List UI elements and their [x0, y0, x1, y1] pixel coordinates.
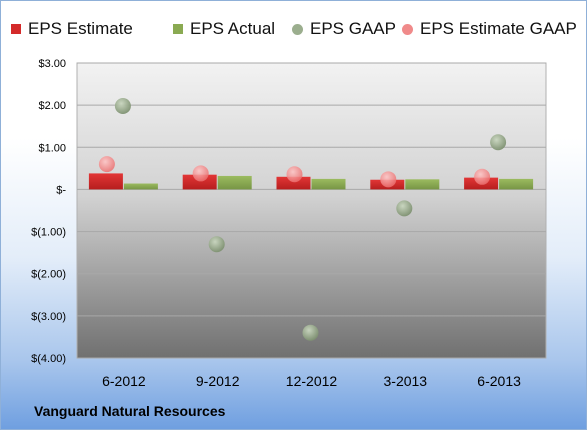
y-tick-label: $1.00: [38, 142, 66, 154]
legend-swatch-eps-estimate: [11, 24, 21, 34]
bar-eps-estimate: [182, 174, 217, 190]
x-tick-label: 6-2013: [477, 373, 521, 389]
legend-item-eps-actual: EPS Actual: [173, 17, 275, 41]
y-tick-label: $2.00: [38, 100, 66, 112]
legend-label-eps-actual: EPS Actual: [190, 19, 276, 38]
y-tick-label: $(2.00): [31, 269, 66, 281]
point-eps-estimate-gaap: [192, 165, 209, 182]
y-tick-label: $(1.00): [31, 227, 66, 239]
legend-label-eps-estimate-gaap: EPS Estimate GAAP: [420, 19, 577, 38]
company-name: Vanguard Natural Resources: [34, 403, 226, 419]
point-eps-estimate-gaap: [380, 171, 397, 188]
legend-label-eps-estimate: EPS Estimate: [28, 19, 133, 38]
legend-item-eps-gaap: EPS GAAP: [292, 17, 396, 41]
chart-marks: [88, 97, 534, 341]
bar-eps-actual: [217, 175, 252, 190]
x-tick-label: 3-2013: [384, 373, 428, 389]
point-eps-estimate-gaap: [286, 166, 303, 183]
point-eps-gaap: [302, 324, 319, 341]
y-tick-label: $3.00: [38, 58, 66, 70]
x-tick-label: 9-2012: [196, 373, 240, 389]
legend-swatch-eps-estimate-gaap: [402, 23, 413, 35]
point-eps-gaap: [396, 200, 413, 217]
bar-eps-actual: [311, 178, 346, 190]
bar-eps-actual: [123, 183, 158, 190]
legend-swatch-eps-gaap: [292, 23, 303, 35]
point-eps-gaap: [114, 97, 131, 114]
point-eps-gaap: [208, 236, 225, 253]
legend-label-eps-gaap: EPS GAAP: [310, 19, 396, 38]
y-tick-label: $(3.00): [31, 311, 66, 323]
bar-eps-estimate: [276, 176, 311, 190]
y-tick-label: $-: [56, 184, 66, 196]
y-axis-ticks: $3.00 $2.00 $1.00 $- $(1.00) $(2.00) $(3.00) $(…: [31, 58, 66, 365]
bar-eps-actual: [499, 178, 534, 190]
legend-swatch-eps-actual: [173, 24, 183, 34]
legend-item-eps-estimate-gaap: EPS Estimate GAAP: [402, 17, 577, 41]
point-eps-gaap: [490, 134, 507, 151]
grid-lines: [77, 62, 546, 359]
bar-eps-estimate: [88, 173, 123, 190]
x-axis-ticks: 6-2012 9-2012 12-2012 3-2013 6-2013: [102, 373, 521, 389]
x-tick-label: 6-2012: [102, 373, 146, 389]
bar-eps-actual: [405, 179, 440, 190]
y-tick-label: $(4.00): [31, 353, 66, 365]
legend-item-eps-estimate: EPS Estimate: [11, 17, 133, 41]
point-eps-estimate-gaap: [474, 168, 491, 185]
point-eps-estimate-gaap: [98, 156, 115, 173]
plot-area: [76, 62, 547, 359]
chart-legend: EPS Estimate EPS Actual EPS GAAP EPS Est…: [1, 17, 586, 41]
x-tick-label: 12-2012: [286, 373, 338, 389]
